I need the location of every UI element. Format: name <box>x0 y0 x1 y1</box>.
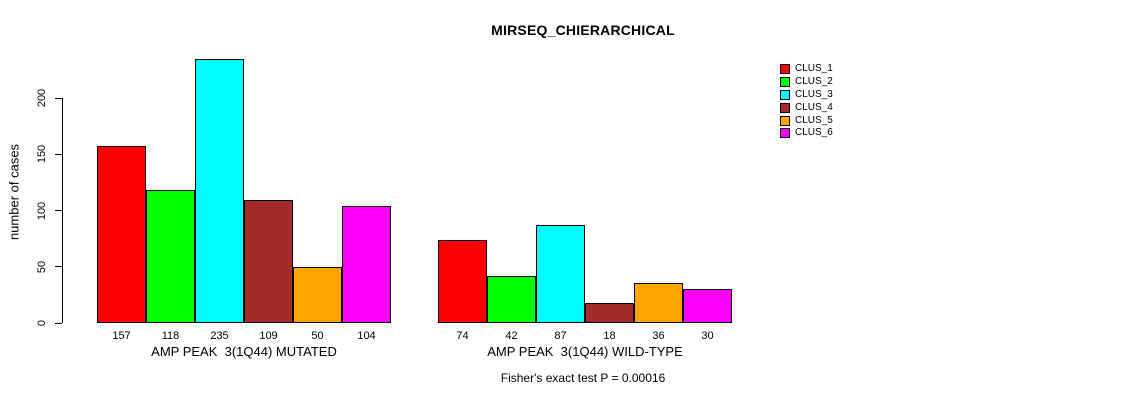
legend-swatch <box>780 77 790 88</box>
bar-value-label: 109 <box>259 330 278 342</box>
legend-swatch <box>780 128 790 139</box>
legend-label: CLUS_2 <box>795 76 833 88</box>
category-label-wild-type: AMP PEAK 3(1Q44) WILD-TYPE <box>487 344 683 359</box>
legend-swatch <box>780 115 790 126</box>
bar-value-label: 157 <box>112 330 131 342</box>
bar-clus_2-wild-type <box>487 275 536 323</box>
bar-clus_1-wild-type <box>438 239 487 323</box>
y-axis-tick <box>55 322 62 324</box>
legend-row: CLUS_1 <box>780 63 833 76</box>
bar-clus_3-wild-type <box>536 225 585 323</box>
legend-label: CLUS_5 <box>795 114 833 126</box>
legend-swatch <box>780 64 790 75</box>
bar-value-label: 42 <box>505 330 518 342</box>
legend-row: CLUS_5 <box>780 114 833 127</box>
legend-swatch <box>780 102 790 113</box>
legend-row: CLUS_6 <box>780 127 833 140</box>
chart-title: MIRSEQ_CHIERARCHICAL <box>491 22 675 38</box>
bar-value-label: 118 <box>161 330 180 342</box>
y-axis-tick-label: 0 <box>36 319 48 327</box>
legend-swatch <box>780 89 790 100</box>
y-axis-tick <box>55 266 62 268</box>
y-axis-tick-label: 100 <box>36 201 48 220</box>
y-axis-tick-label: 50 <box>36 260 48 273</box>
legend-row: CLUS_4 <box>780 101 833 114</box>
bar-value-label: 36 <box>652 330 665 342</box>
bar-value-label: 18 <box>603 330 616 342</box>
legend-row: CLUS_3 <box>780 89 833 102</box>
legend-label: CLUS_3 <box>795 88 833 100</box>
y-axis-tick <box>55 153 62 155</box>
y-axis-tick-label: 200 <box>36 88 48 108</box>
bar-value-label: 104 <box>357 330 376 342</box>
legend-label: CLUS_1 <box>795 63 833 75</box>
fisher-test-annotation: Fisher's exact test P = 0.00016 <box>500 371 666 385</box>
bar-value-label: 74 <box>456 330 469 342</box>
y-axis-title: number of cases <box>6 143 22 241</box>
bar-clus_4-wild-type <box>585 302 634 323</box>
bar-clus_5-wild-type <box>634 282 683 323</box>
bar-clus_1-mutated <box>97 146 146 323</box>
bar-clus_6-mutated <box>342 206 391 323</box>
bar-value-label: 235 <box>210 330 229 342</box>
bar-clus_4-mutated <box>244 200 293 323</box>
category-label-mutated: AMP PEAK 3(1Q44) MUTATED <box>151 344 337 359</box>
y-axis-line <box>62 98 63 323</box>
y-axis-tick <box>55 97 62 99</box>
bar-clus_5-mutated <box>293 266 342 323</box>
legend-row: CLUS_2 <box>780 76 833 89</box>
bar-value-label: 30 <box>701 330 714 342</box>
legend-label: CLUS_6 <box>795 127 833 139</box>
y-axis-tick <box>55 210 62 211</box>
bar-value-label: 50 <box>311 330 324 342</box>
y-axis-tick-label: 150 <box>36 145 48 164</box>
legend: CLUS_1 CLUS_2 CLUS_3 CLUS_4 CLUS_5 CLUS_6 <box>780 63 833 140</box>
bar-clus_2-mutated <box>146 190 195 323</box>
bar-clus_3-mutated <box>195 58 244 323</box>
bar-clus_6-wild-type <box>683 289 732 323</box>
legend-label: CLUS_4 <box>795 101 833 113</box>
bar-value-label: 87 <box>554 330 567 342</box>
